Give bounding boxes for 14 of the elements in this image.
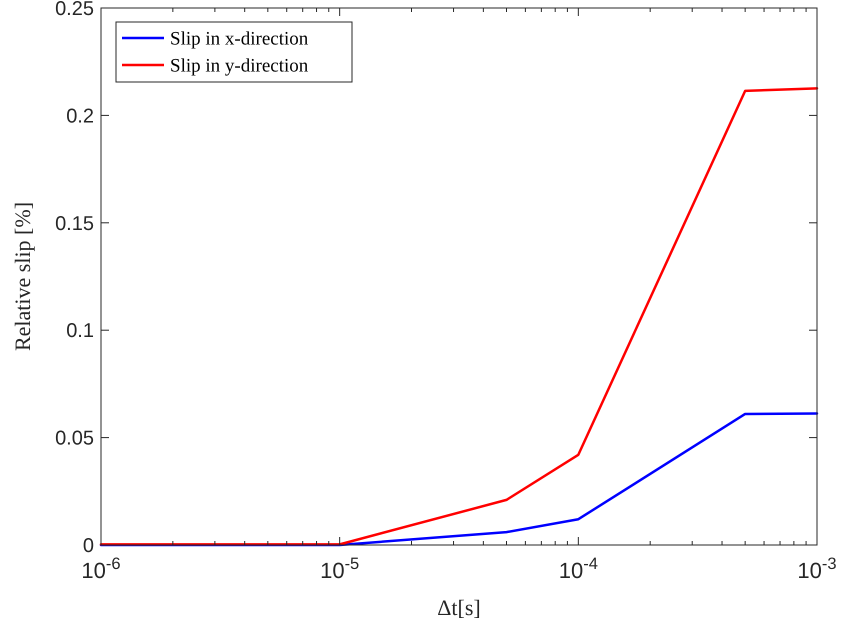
y-tick-label: 0.1 [66,320,94,342]
x-tick-label: 10$^{-4}$ [558,555,598,583]
y-axis-title: Relative slip [%] [10,202,35,352]
x-tick-label: 10$^{-6}$ [81,555,121,583]
x-tick-label: 10$^{-3}$ [797,555,837,583]
y-tick-label: 0.05 [55,428,94,450]
x-tick-label: 10$^{-5}$ [320,555,360,583]
legend-label: Slip in y-direction [170,56,309,77]
legend-label: Slip in x-direction [170,28,309,50]
y-tick-label: 0.25 [55,0,94,20]
y-tick-label: 0.2 [66,105,94,128]
x-axis-title: Δt[s] [437,595,481,620]
y-tick-label: 0 [82,535,94,557]
y-tick-label: 0.15 [55,212,94,235]
